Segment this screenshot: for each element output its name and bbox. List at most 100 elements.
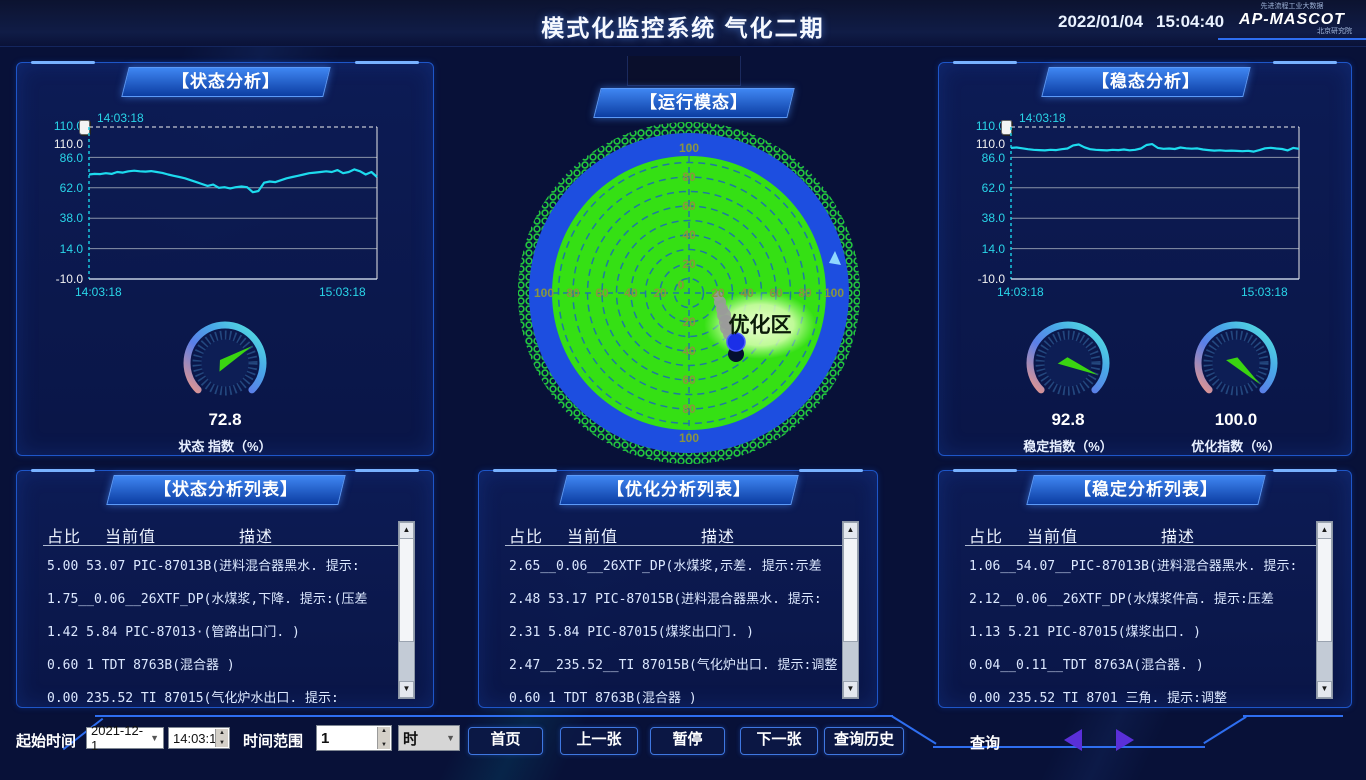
stability-gauge-label: 稳定指数（%） bbox=[1023, 439, 1113, 454]
start-clock-spinner[interactable]: 14:03:1 ▲ ▼ bbox=[168, 727, 230, 749]
y-tick: 38.0 bbox=[981, 211, 1005, 225]
svg-text:100: 100 bbox=[534, 286, 554, 300]
optimization-index-gauge bbox=[1194, 321, 1278, 396]
scroll-down-icon[interactable]: ▼ bbox=[1317, 681, 1332, 698]
svg-text:40: 40 bbox=[624, 286, 638, 300]
cursor-time-label: 14:03:18 bbox=[97, 111, 144, 125]
optimal-zone-label: 优化区 bbox=[729, 313, 792, 337]
list-item[interactable]: 1.42 5.84 PIC-87013·(管路出口门. ) bbox=[47, 625, 300, 640]
list-item[interactable]: 1.13 5.21 PIC-87015(煤浆出口. ) bbox=[969, 625, 1202, 640]
scroll-down-icon[interactable]: ▼ bbox=[843, 681, 858, 698]
col-desc: 描述 bbox=[239, 529, 274, 546]
optimization-list-title: 【优化分析列表】 bbox=[607, 480, 751, 499]
chevron-down-icon[interactable]: ▼ bbox=[150, 733, 159, 743]
list-item[interactable]: 0.04__0.11__TDT 8763A(混合器. ) bbox=[969, 658, 1204, 673]
steady-panel-title: 【稳态分析】 bbox=[1092, 72, 1200, 91]
col-current: 当前值 bbox=[105, 529, 157, 546]
brand-logo: 先进流程工业大数据 AP-MASCOT 北京研究院 bbox=[1232, 3, 1352, 36]
home-button[interactable]: 首页 bbox=[468, 727, 543, 755]
rotation-arrow-icon bbox=[829, 251, 841, 265]
svg-text:100: 100 bbox=[679, 431, 699, 445]
bottom-deco-line bbox=[1243, 715, 1343, 717]
svg-text:100: 100 bbox=[824, 286, 844, 300]
query-button[interactable]: 查询 bbox=[970, 735, 1001, 752]
list-item[interactable]: 5.00 53.07 PIC-87013B(进料混合器黑水. 提示: bbox=[47, 559, 360, 574]
stability-gauge-value: 92.8 bbox=[1051, 410, 1085, 429]
optimization-list-title-badge: 【优化分析列表】 bbox=[559, 475, 799, 505]
svg-text:60: 60 bbox=[682, 373, 696, 387]
chevron-down-icon[interactable]: ▼ bbox=[446, 733, 455, 743]
spin-up-icon[interactable]: ▲ bbox=[219, 730, 225, 736]
scrollbar[interactable]: ▲ ▼ bbox=[398, 521, 415, 699]
scroll-thumb[interactable] bbox=[1317, 538, 1332, 643]
pause-button[interactable]: 暂停 bbox=[650, 727, 725, 755]
list-item[interactable]: 2.31 5.84 PIC-87015(煤浆出口门. ) bbox=[509, 625, 755, 640]
list-item[interactable]: 0.00 235.52 TI 8701 三角. 提示:调整 bbox=[969, 691, 1228, 706]
y-tick: 86.0 bbox=[981, 151, 1005, 165]
optimization-list-panel: 【优化分析列表】 占比 当前值 描述 2.65__0.06__26XTF_DP(… bbox=[478, 469, 878, 708]
scroll-up-icon[interactable]: ▲ bbox=[1317, 522, 1332, 539]
status-trend-chart[interactable] bbox=[41, 119, 411, 294]
logo-underline bbox=[1218, 38, 1366, 40]
svg-text:80: 80 bbox=[566, 286, 580, 300]
scroll-thumb[interactable] bbox=[843, 538, 858, 643]
brand-logo-sub-text: 北京研究院 bbox=[1317, 28, 1352, 36]
operating-point-trail bbox=[713, 291, 746, 362]
page-right-icon[interactable] bbox=[1116, 729, 1134, 751]
stability-list-panel: 【稳定分析列表】 占比 当前值 描述 1.06__54.07__PIC-8701… bbox=[938, 469, 1352, 708]
list-item[interactable]: 0.60 1 TDT 8763B(混合器 ) bbox=[509, 691, 697, 706]
optimization-gauge-label: 优化指数（%） bbox=[1191, 439, 1281, 454]
list-item[interactable]: 1.75__0.06__26XTF_DP(水煤浆,下降. 提示:(压差 bbox=[47, 592, 368, 607]
scroll-up-icon[interactable]: ▲ bbox=[843, 522, 858, 539]
spin-down-icon[interactable]: ▼ bbox=[381, 741, 387, 748]
status-analysis-panel: 【状态分析】 110.0 110.0 86.0 62.0 38.0 14.0 -… bbox=[16, 61, 434, 456]
optimization-gauge-value: 100.0 bbox=[1214, 410, 1258, 429]
y-tick: 110.0 bbox=[975, 137, 1005, 151]
stability-list-title-badge: 【稳定分析列表】 bbox=[1026, 475, 1266, 505]
scroll-up-icon[interactable]: ▲ bbox=[399, 522, 414, 539]
svg-text:80: 80 bbox=[682, 170, 696, 184]
next-button[interactable]: 下一张 bbox=[740, 727, 818, 755]
bottom-deco-line bbox=[1203, 715, 1247, 745]
list-item[interactable]: 0.00 235.52 TI 87015(气化炉水出口. 提示: bbox=[47, 691, 339, 706]
steady-trend-chart[interactable] bbox=[963, 119, 1333, 294]
start-clock-value: 14:03:1 bbox=[173, 730, 217, 746]
page-left-icon[interactable] bbox=[1064, 729, 1082, 751]
start-date-select[interactable]: 2021-12-1 ▼ bbox=[86, 723, 164, 753]
range-value-spinner[interactable]: 1 ▲ ▼ bbox=[316, 725, 392, 751]
list-item[interactable]: 0.60 1 TDT 8763B(混合器 ) bbox=[47, 658, 235, 673]
brand-logo-top-text: 先进流程工业大数据 bbox=[1260, 3, 1324, 10]
status-panel-title-badge: 【状态分析】 bbox=[121, 67, 331, 97]
scrollbar[interactable]: ▲ ▼ bbox=[842, 521, 859, 699]
list-item[interactable]: 2.65__0.06__26XTF_DP(水煤浆,示差. 提示:示差 bbox=[509, 559, 822, 574]
spinner-buttons[interactable]: ▲ ▼ bbox=[377, 727, 390, 749]
operating-mode-radar: 20 20 20 20 40 40 40 40 60 60 60 60 80 80 80 80 100 100 10… bbox=[518, 122, 860, 464]
spin-up-icon[interactable]: ▲ bbox=[381, 728, 387, 734]
svg-text:60: 60 bbox=[769, 286, 783, 300]
y-tick: 62.0 bbox=[981, 181, 1005, 195]
scroll-thumb[interactable] bbox=[399, 538, 414, 643]
start-time-label: 起始时间 bbox=[16, 733, 77, 750]
status-gauge-value: 72.8 bbox=[208, 410, 242, 429]
spin-down-icon[interactable]: ▼ bbox=[219, 739, 225, 746]
y-axis-max-label: 110.0 bbox=[53, 119, 83, 133]
header-bar: 模式化监控系统 气化二期 2022/01/04 15:04:40 先进流程工业大… bbox=[0, 0, 1366, 47]
range-value: 1 bbox=[321, 729, 330, 747]
scrollbar[interactable]: ▲ ▼ bbox=[1316, 521, 1333, 699]
svg-text:20: 20 bbox=[711, 286, 725, 300]
previous-button[interactable]: 上一张 bbox=[560, 727, 638, 755]
list-item[interactable]: 2.48 53.17 PIC-87015B(进料混合器黑水. 提示: bbox=[509, 592, 822, 607]
stability-gauge-block: 92.8 稳定指数（%） bbox=[988, 311, 1148, 455]
status-gauge-block: 72.8 状态 指数（%） bbox=[145, 311, 305, 455]
list-item[interactable]: 2.47__235.52__TI 87015B(气化炉出口. 提示:调整 bbox=[509, 658, 838, 673]
steady-analysis-panel: 【稳态分析】 110.0 110.0 86.0 62.0 38.0 14.0 -… bbox=[938, 61, 1352, 456]
query-history-button[interactable]: 查询历史 bbox=[824, 727, 904, 755]
list-item[interactable]: 2.12__0.06__26XTF_DP(水煤浆件高. 提示:压差 bbox=[969, 592, 1274, 607]
scroll-down-icon[interactable]: ▼ bbox=[399, 681, 414, 698]
spinner-buttons[interactable]: ▲ ▼ bbox=[215, 729, 228, 747]
status-gauge-label: 状态 指数（%） bbox=[178, 439, 272, 454]
range-unit-select[interactable]: 时 ▼ bbox=[398, 725, 460, 751]
brand-logo-name: AP-MASCOT bbox=[1239, 10, 1345, 28]
list-item[interactable]: 1.06__54.07__PIC-87013B(进料混合器黑水. 提示: bbox=[969, 559, 1298, 574]
col-ratio: 占比 bbox=[47, 529, 82, 546]
